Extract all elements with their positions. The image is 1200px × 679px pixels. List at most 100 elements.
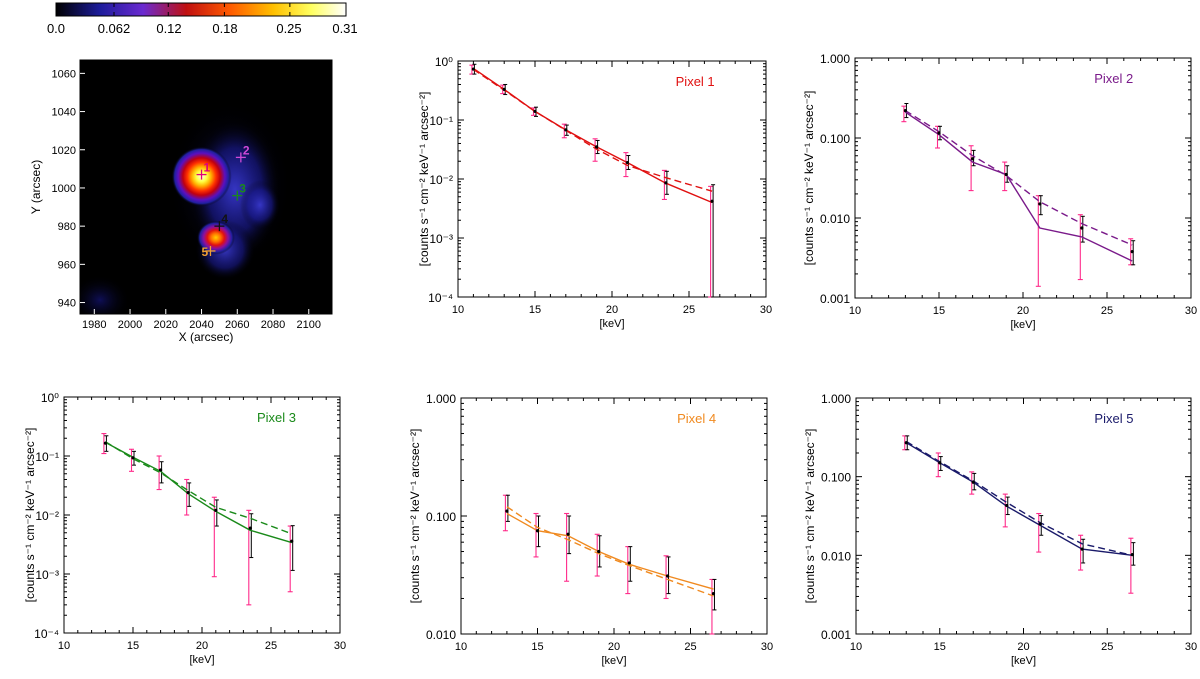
y-tick-label: 0.001 xyxy=(820,292,850,306)
y-tick-label: 1.000 xyxy=(426,392,456,406)
panel-title: Pixel 4 xyxy=(677,411,716,426)
x-tick-label: 30 xyxy=(1185,305,1197,317)
pixel-marker-label: 1 xyxy=(204,161,211,175)
model-line-solid xyxy=(905,442,1133,556)
x-axis-label: [keV] xyxy=(599,318,624,330)
x-tick-label: 15 xyxy=(127,640,139,652)
plot-frame xyxy=(63,396,341,634)
y-tick-label: 0.100 xyxy=(821,471,851,485)
panel-title: Pixel 5 xyxy=(1094,411,1133,426)
map-x-tick-label: 2060 xyxy=(225,319,249,331)
data-point xyxy=(971,157,975,161)
spectra-panels: 10 15 20 25 3010⁻⁴10⁻³10⁻²10⁻¹10⁰[keV][count… xyxy=(23,52,1197,667)
colorbar-tick-label: 0.18 xyxy=(212,21,237,36)
data-point xyxy=(1004,172,1008,177)
map-y-tick-label: 940 xyxy=(58,298,76,310)
y-tick-label: 10⁰ xyxy=(41,391,59,405)
y-tick-label: 1.000 xyxy=(820,52,850,66)
map-y-tick-label: 1060 xyxy=(52,68,76,80)
data-point xyxy=(625,160,630,165)
data-point xyxy=(1038,522,1042,526)
x-tick-label: 15 xyxy=(529,304,541,316)
map-y-tick-label: 1000 xyxy=(52,183,76,195)
y-tick-label: 0.010 xyxy=(821,549,851,563)
y-tick-label: 0.100 xyxy=(820,132,850,146)
data-point xyxy=(248,526,252,530)
data-point xyxy=(103,441,107,445)
data-point xyxy=(904,441,908,445)
model-line-solid xyxy=(506,512,714,590)
y-tick-label: 10⁻⁴ xyxy=(428,291,453,305)
map-x-tick-label: 2020 xyxy=(154,319,178,331)
data-point xyxy=(1005,503,1009,508)
map-y-axis-label: Y (arcsec) xyxy=(29,160,43,214)
map-x-tick-label: 2080 xyxy=(261,319,285,331)
map-y-tick-label: 1040 xyxy=(52,107,76,119)
data-point xyxy=(1080,547,1084,551)
x-axis-label: [keV] xyxy=(1010,319,1035,331)
map-y-tick-label: 980 xyxy=(58,221,76,233)
x-tick-label: 20 xyxy=(196,640,208,652)
colorbar-tick-label: 0.12 xyxy=(156,21,181,36)
spectrum-panel: 10 15 20 25 30 0.010 0.100 1.000 [keV] [counts s⁻… xyxy=(408,392,773,667)
map-y-tick-label: 960 xyxy=(58,259,76,271)
y-tick-label: 10⁻¹ xyxy=(35,450,59,464)
data-point xyxy=(595,145,599,149)
pixel-markers: 1 2 3 4 5 xyxy=(196,143,250,259)
x-tick-label: 30 xyxy=(760,304,772,316)
y-tick-label: 1.000 xyxy=(821,392,851,406)
spectrum-panel: 10 15 20 25 30 0.001 0.010 0.100 1.000 [keV] [coun… xyxy=(803,392,1197,667)
x-tick-label: 30 xyxy=(334,640,346,652)
x-axis-label: [keV] xyxy=(1011,655,1036,667)
data-point xyxy=(937,131,941,135)
pixel-marker-label: 2 xyxy=(243,143,250,157)
x-tick-label: 25 xyxy=(683,304,695,316)
y-tick-label: 10⁻³ xyxy=(35,568,59,582)
data-point xyxy=(1130,250,1134,254)
data-point xyxy=(535,529,540,533)
map-axis-ticks: 1980 2000 2020 2040 2060 2080 2100 940 960 980 100… xyxy=(52,68,321,331)
y-tick-label: 10⁻² xyxy=(429,173,453,187)
data-point xyxy=(1038,202,1042,206)
data-point xyxy=(1130,553,1134,557)
model-line-dashed xyxy=(905,440,1133,556)
panel-title: Pixel 3 xyxy=(257,410,296,425)
data-point xyxy=(710,199,714,203)
data-point xyxy=(711,591,716,596)
x-tick-label: 25 xyxy=(1101,305,1113,317)
y-tick-label: 0.100 xyxy=(426,510,456,524)
x-tick-label: 30 xyxy=(1185,641,1197,653)
x-axis-label: [keV] xyxy=(601,655,626,667)
x-tick-label: 15 xyxy=(934,641,946,653)
x-tick-label: 25 xyxy=(684,641,696,653)
x-tick-label: 15 xyxy=(531,641,543,653)
data-point xyxy=(159,468,163,472)
y-tick-label: 10⁰ xyxy=(435,55,453,69)
data-point xyxy=(186,490,190,495)
data-point xyxy=(665,574,670,578)
data-point xyxy=(502,87,506,92)
map-y-tick-label: 1020 xyxy=(52,145,76,157)
pixel-marker-label: 5 xyxy=(201,245,208,259)
pixel-marker-label: 4 xyxy=(221,212,228,226)
y-tick-label: 10⁻⁴ xyxy=(34,627,59,641)
map-frame xyxy=(79,59,333,315)
data-point xyxy=(533,109,537,113)
xray-map: 1980 2000 2020 2040 2060 2080 2100 940 960 980 100… xyxy=(29,59,333,344)
colorbar-gradient xyxy=(55,2,347,17)
model-line-dashed xyxy=(105,441,292,535)
data-point xyxy=(564,128,568,132)
x-tick-label: 10 xyxy=(58,640,70,652)
map-x-tick-label: 2100 xyxy=(297,319,321,331)
y-axis-label: [counts s⁻¹ cm⁻² keV⁻¹ arcsec⁻²] xyxy=(23,428,37,603)
data-point xyxy=(566,532,570,536)
y-tick-label: 10⁻² xyxy=(35,509,59,523)
map-x-tick-label: 1980 xyxy=(82,319,106,331)
data-point xyxy=(505,509,509,513)
plot-frame xyxy=(460,397,768,635)
colorbar-tick-label: 0.0 xyxy=(47,21,65,36)
secondary-source xyxy=(196,220,235,255)
x-axis-label: [keV] xyxy=(189,654,214,666)
y-axis-label: [counts s⁻¹ cm⁻² keV⁻¹ arcsec⁻²] xyxy=(802,91,816,266)
data-point xyxy=(938,461,942,465)
